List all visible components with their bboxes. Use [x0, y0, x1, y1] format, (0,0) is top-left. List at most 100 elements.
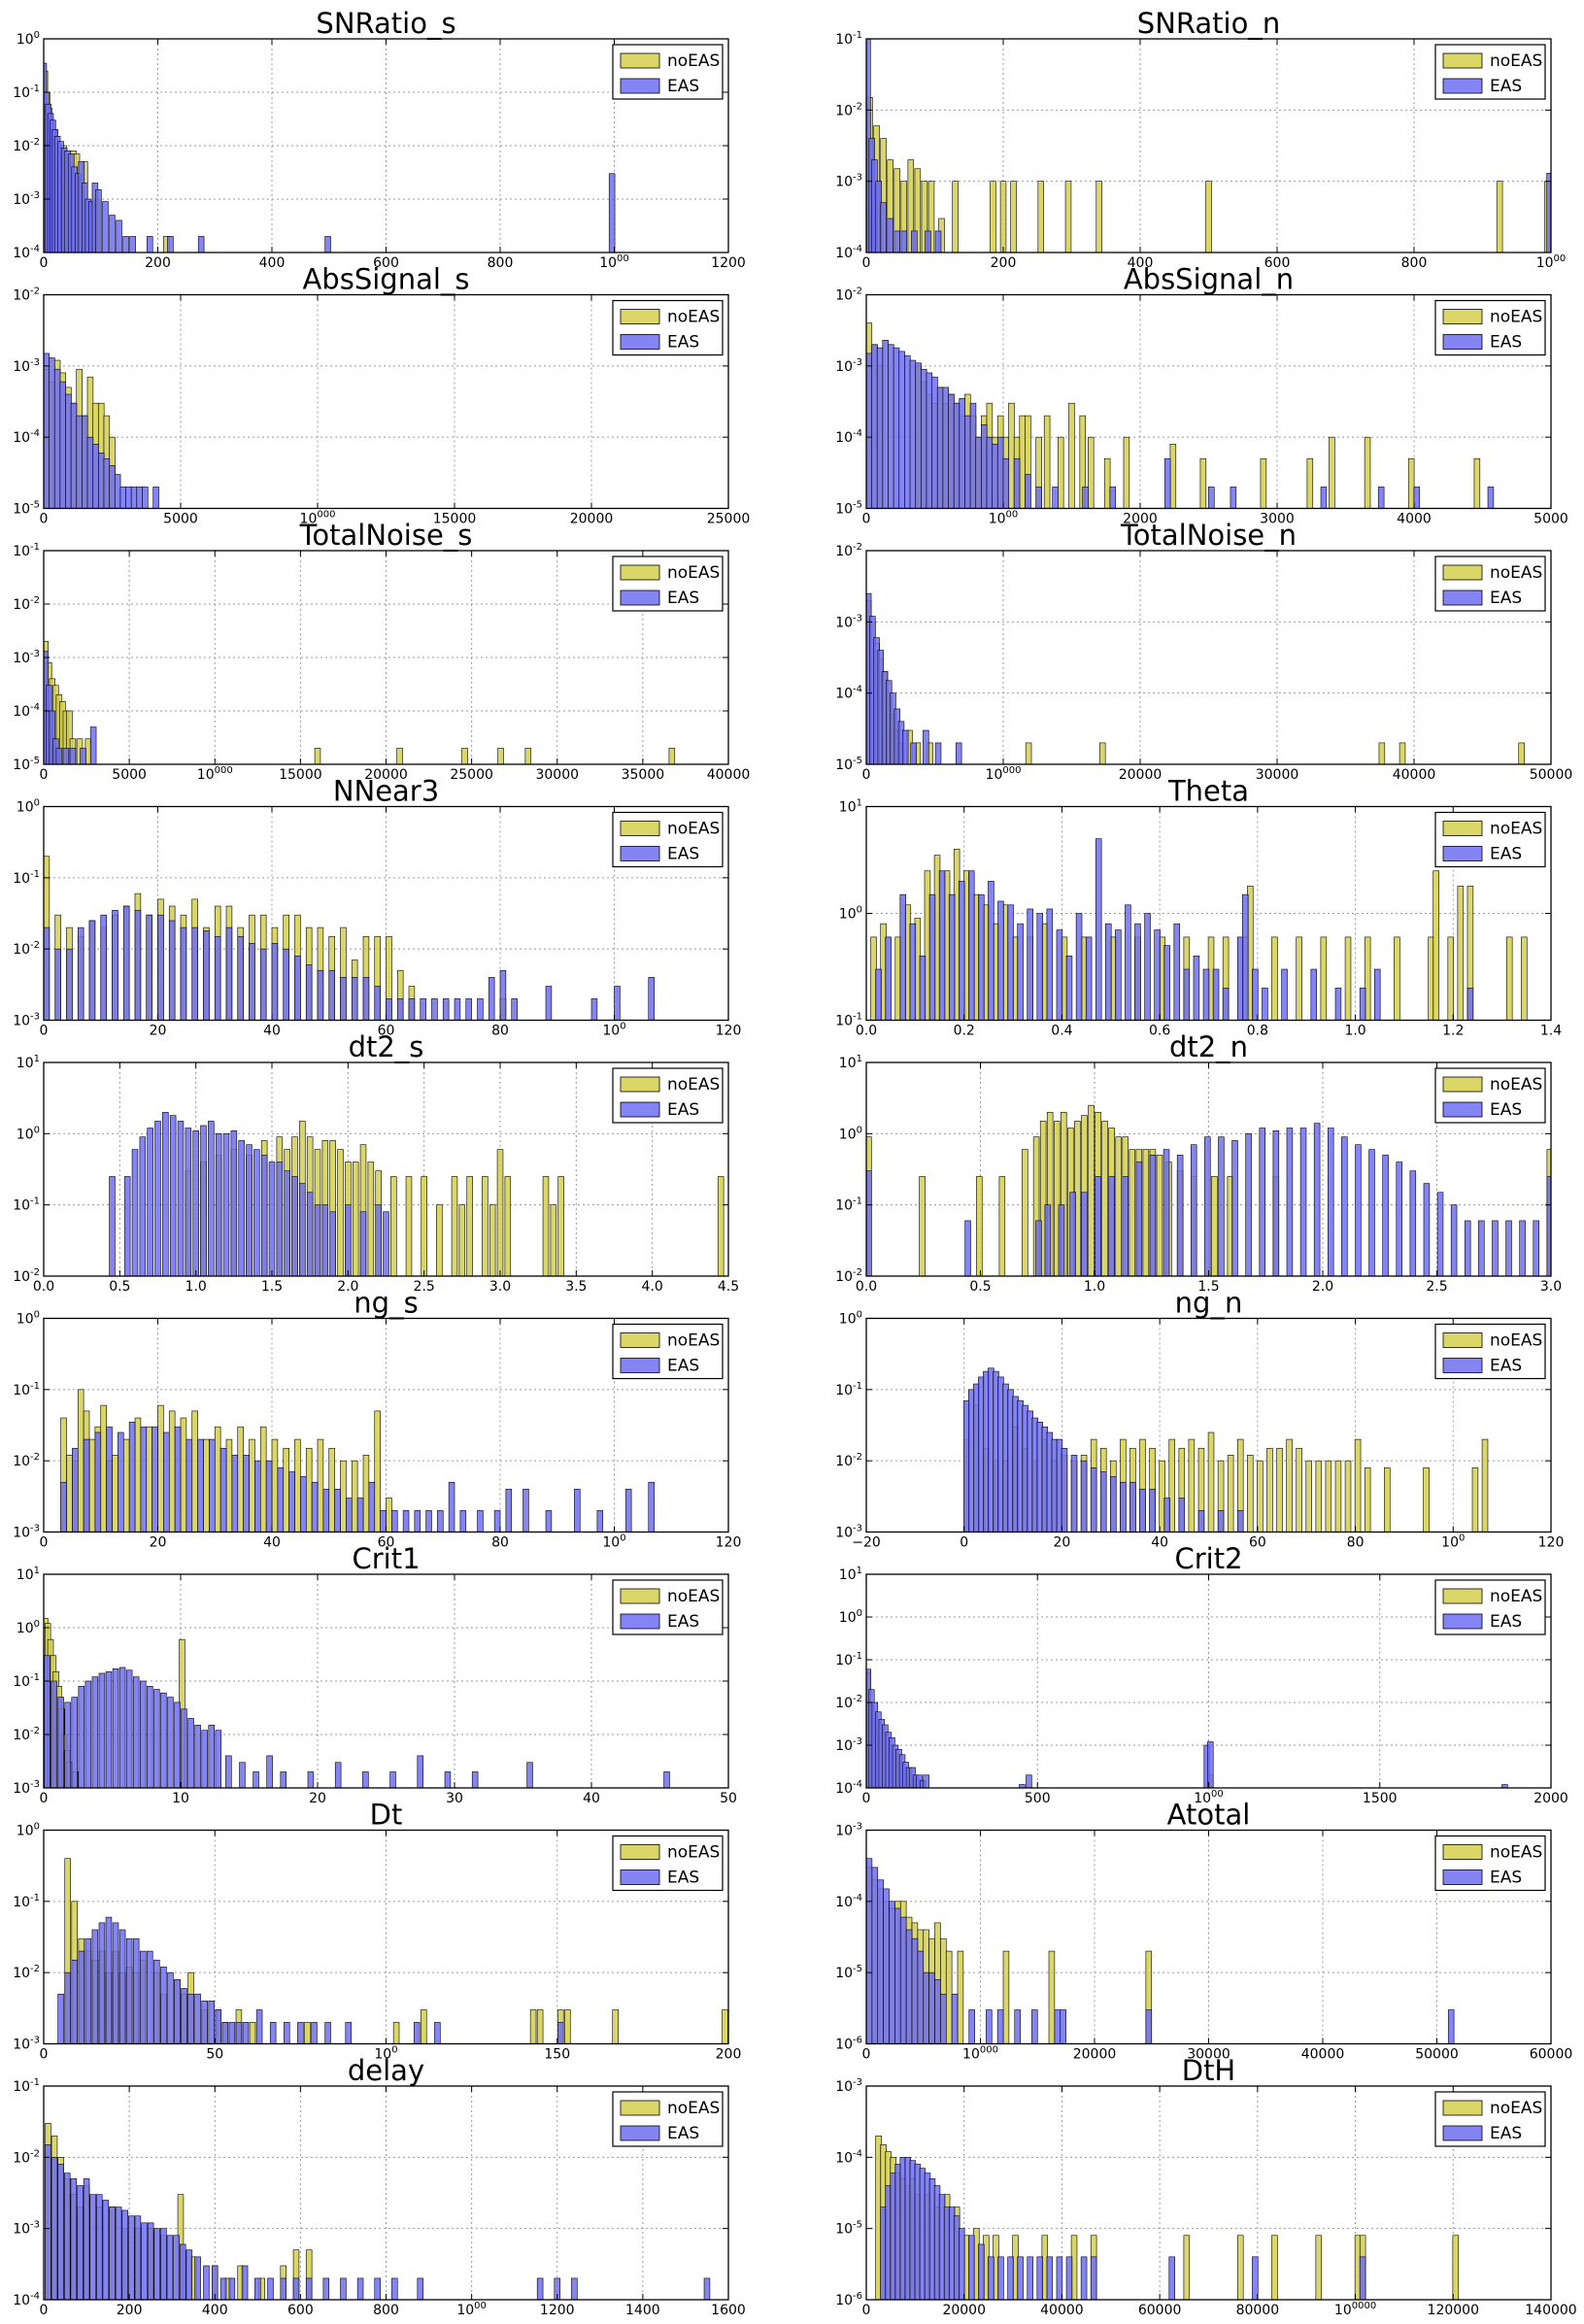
histogram-bar-eas	[1149, 1489, 1156, 1532]
x-tick-label: 20000	[570, 512, 614, 527]
x-tick-label: 80	[1347, 1535, 1365, 1551]
x-tick-label: 1.0	[185, 1279, 207, 1295]
histogram-bar-noeas	[1115, 1136, 1122, 1276]
histogram-bar-noeas	[1325, 1460, 1332, 1532]
x-tick-label: 600	[373, 255, 399, 271]
histogram-bar-eas	[1122, 1176, 1129, 1276]
chart-ng-s: 0 20 40 60 80 100 120 10-3 10-2 10-1 100 ng_s noEAS E…	[13, 1287, 741, 1551]
x-tick-label: 400	[1128, 255, 1154, 271]
histogram-bar-noeas	[1178, 1447, 1186, 1532]
histogram-bar-eas	[59, 381, 66, 509]
histogram-bar-eas	[91, 1676, 99, 1788]
x-tick-label: 3.5	[565, 1279, 587, 1295]
x-tick-label: 20	[1054, 1535, 1071, 1551]
histogram-bar-eas	[557, 2022, 564, 2044]
histogram-bar-eas	[926, 372, 933, 509]
chart-dt2-s: 0.0 0.5 1.0 1.5 2.0 2.5 3.0 3.5 4.0 4.5 10-2 10-1 10…	[13, 1030, 739, 1295]
x-tick-label: 3.0	[489, 1279, 511, 1295]
y-tick-label: 10-1	[13, 1893, 40, 1910]
histogram-bar-noeas	[1447, 936, 1455, 1021]
axes-frame	[865, 293, 1552, 510]
histogram-bar-noeas	[1271, 2235, 1278, 2300]
y-tick-label: 10-4	[835, 685, 862, 702]
chart-totalnoise-n: 0 10000 20000 30000 40000 50000 10-5 10-4 10-3 10…	[835, 519, 1572, 783]
y-tick-label: 10-1	[13, 1196, 40, 1214]
histogram-bar-noeas	[436, 1204, 443, 1276]
x-tick-label: 40	[263, 1024, 281, 1039]
histogram-bar-eas	[413, 2022, 421, 2044]
y-tick-label: 10-3	[13, 1524, 40, 1541]
histogram-bar-eas	[276, 1162, 284, 1276]
histogram-bar-eas	[1546, 1176, 1551, 1276]
histogram-bar-eas	[60, 1481, 67, 1532]
histogram-bar-eas	[545, 986, 553, 1021]
x-tick-label: 35000	[622, 767, 665, 783]
x-tick-label: 40	[583, 1791, 600, 1806]
legend-label-eas: EAS	[1490, 1100, 1522, 1120]
histogram-bar-noeas	[88, 1438, 96, 1532]
chart-title: TotalNoise_s	[299, 519, 473, 552]
histogram-bar-eas	[893, 230, 900, 253]
histogram-bar-eas	[992, 443, 998, 509]
histogram-bar-eas	[139, 1950, 147, 2044]
histogram-bar-eas	[1242, 893, 1249, 1021]
histogram-bar-eas	[917, 1950, 925, 2044]
histogram-bar-eas	[380, 1510, 387, 1532]
histogram-bar-eas	[1236, 1510, 1244, 1532]
histogram-bar-eas	[132, 1937, 140, 2044]
histogram-bar-eas	[1019, 1784, 1026, 1788]
histogram-bar-eas	[948, 393, 955, 509]
histogram-bar-eas	[434, 2022, 441, 2044]
y-tick-label: 10-5	[835, 1964, 862, 1981]
histogram-bar-noeas	[1035, 436, 1042, 509]
y-tick-label: 100	[17, 1619, 40, 1636]
histogram-bar-eas	[181, 1708, 187, 1788]
histogram-bar-eas	[936, 387, 944, 509]
histogram-bar-eas	[362, 977, 370, 1021]
histogram-bar-noeas	[237, 1426, 244, 1532]
histogram-bar-noeas	[386, 935, 392, 1021]
histogram-bar-eas	[614, 986, 621, 1021]
histogram-bar-eas	[959, 397, 965, 509]
x-tick-label: 120	[716, 1535, 742, 1551]
histogram-bar-eas	[118, 1431, 124, 1532]
histogram-bar-noeas	[466, 1176, 473, 1276]
histogram-bar-eas	[71, 1959, 78, 2044]
histogram-bar-eas	[459, 1510, 467, 1532]
histogram-bar-eas	[77, 2185, 84, 2300]
y-tick-label: 100	[17, 1822, 40, 1839]
histogram-bar-eas	[968, 2235, 975, 2300]
histogram-bar-noeas	[668, 748, 676, 764]
bars	[866, 1668, 1508, 1788]
histogram-bar-noeas	[66, 1455, 73, 1532]
x-tick-label: 20000	[942, 2303, 986, 2318]
histogram-bar-eas	[249, 943, 255, 1021]
x-tick-label: 500	[1025, 1791, 1051, 1806]
histogram-bar-noeas	[497, 748, 504, 764]
histogram-bar-eas	[893, 347, 900, 509]
y-tick-label: 100	[839, 1608, 862, 1626]
histogram-bar-eas	[44, 1655, 51, 1788]
histogram-bar-eas	[345, 1204, 352, 1276]
histogram-bar-noeas	[1364, 936, 1371, 1021]
histogram-bar-eas	[986, 436, 994, 509]
chart-title: SNRatio_s	[316, 7, 455, 40]
histogram-bar-eas	[105, 1916, 113, 2044]
histogram-bar-eas	[70, 402, 78, 509]
histogram-bar-noeas	[386, 1498, 392, 1532]
histogram-bar-eas	[297, 2022, 304, 2044]
legend-label-eas: EAS	[667, 77, 699, 96]
histogram-bar-noeas	[340, 1460, 347, 1532]
histogram-bar-noeas	[893, 168, 900, 253]
legend-label-eas: EAS	[667, 1100, 699, 1120]
y-tick-label: 10-2	[835, 1694, 862, 1711]
histogram-bar-eas	[1115, 929, 1122, 1021]
y-tick-label: 10-2	[13, 595, 40, 613]
histogram-bar-noeas	[1068, 402, 1075, 509]
legend-swatch-noeas	[620, 1588, 660, 1604]
histogram-bar-noeas	[1197, 1447, 1205, 1532]
y-tick-label: 10-1	[835, 1196, 862, 1214]
histogram-bar-noeas	[351, 1460, 358, 1532]
chart-title: Crit2	[1174, 1542, 1242, 1575]
histogram-bar-eas	[89, 726, 97, 764]
